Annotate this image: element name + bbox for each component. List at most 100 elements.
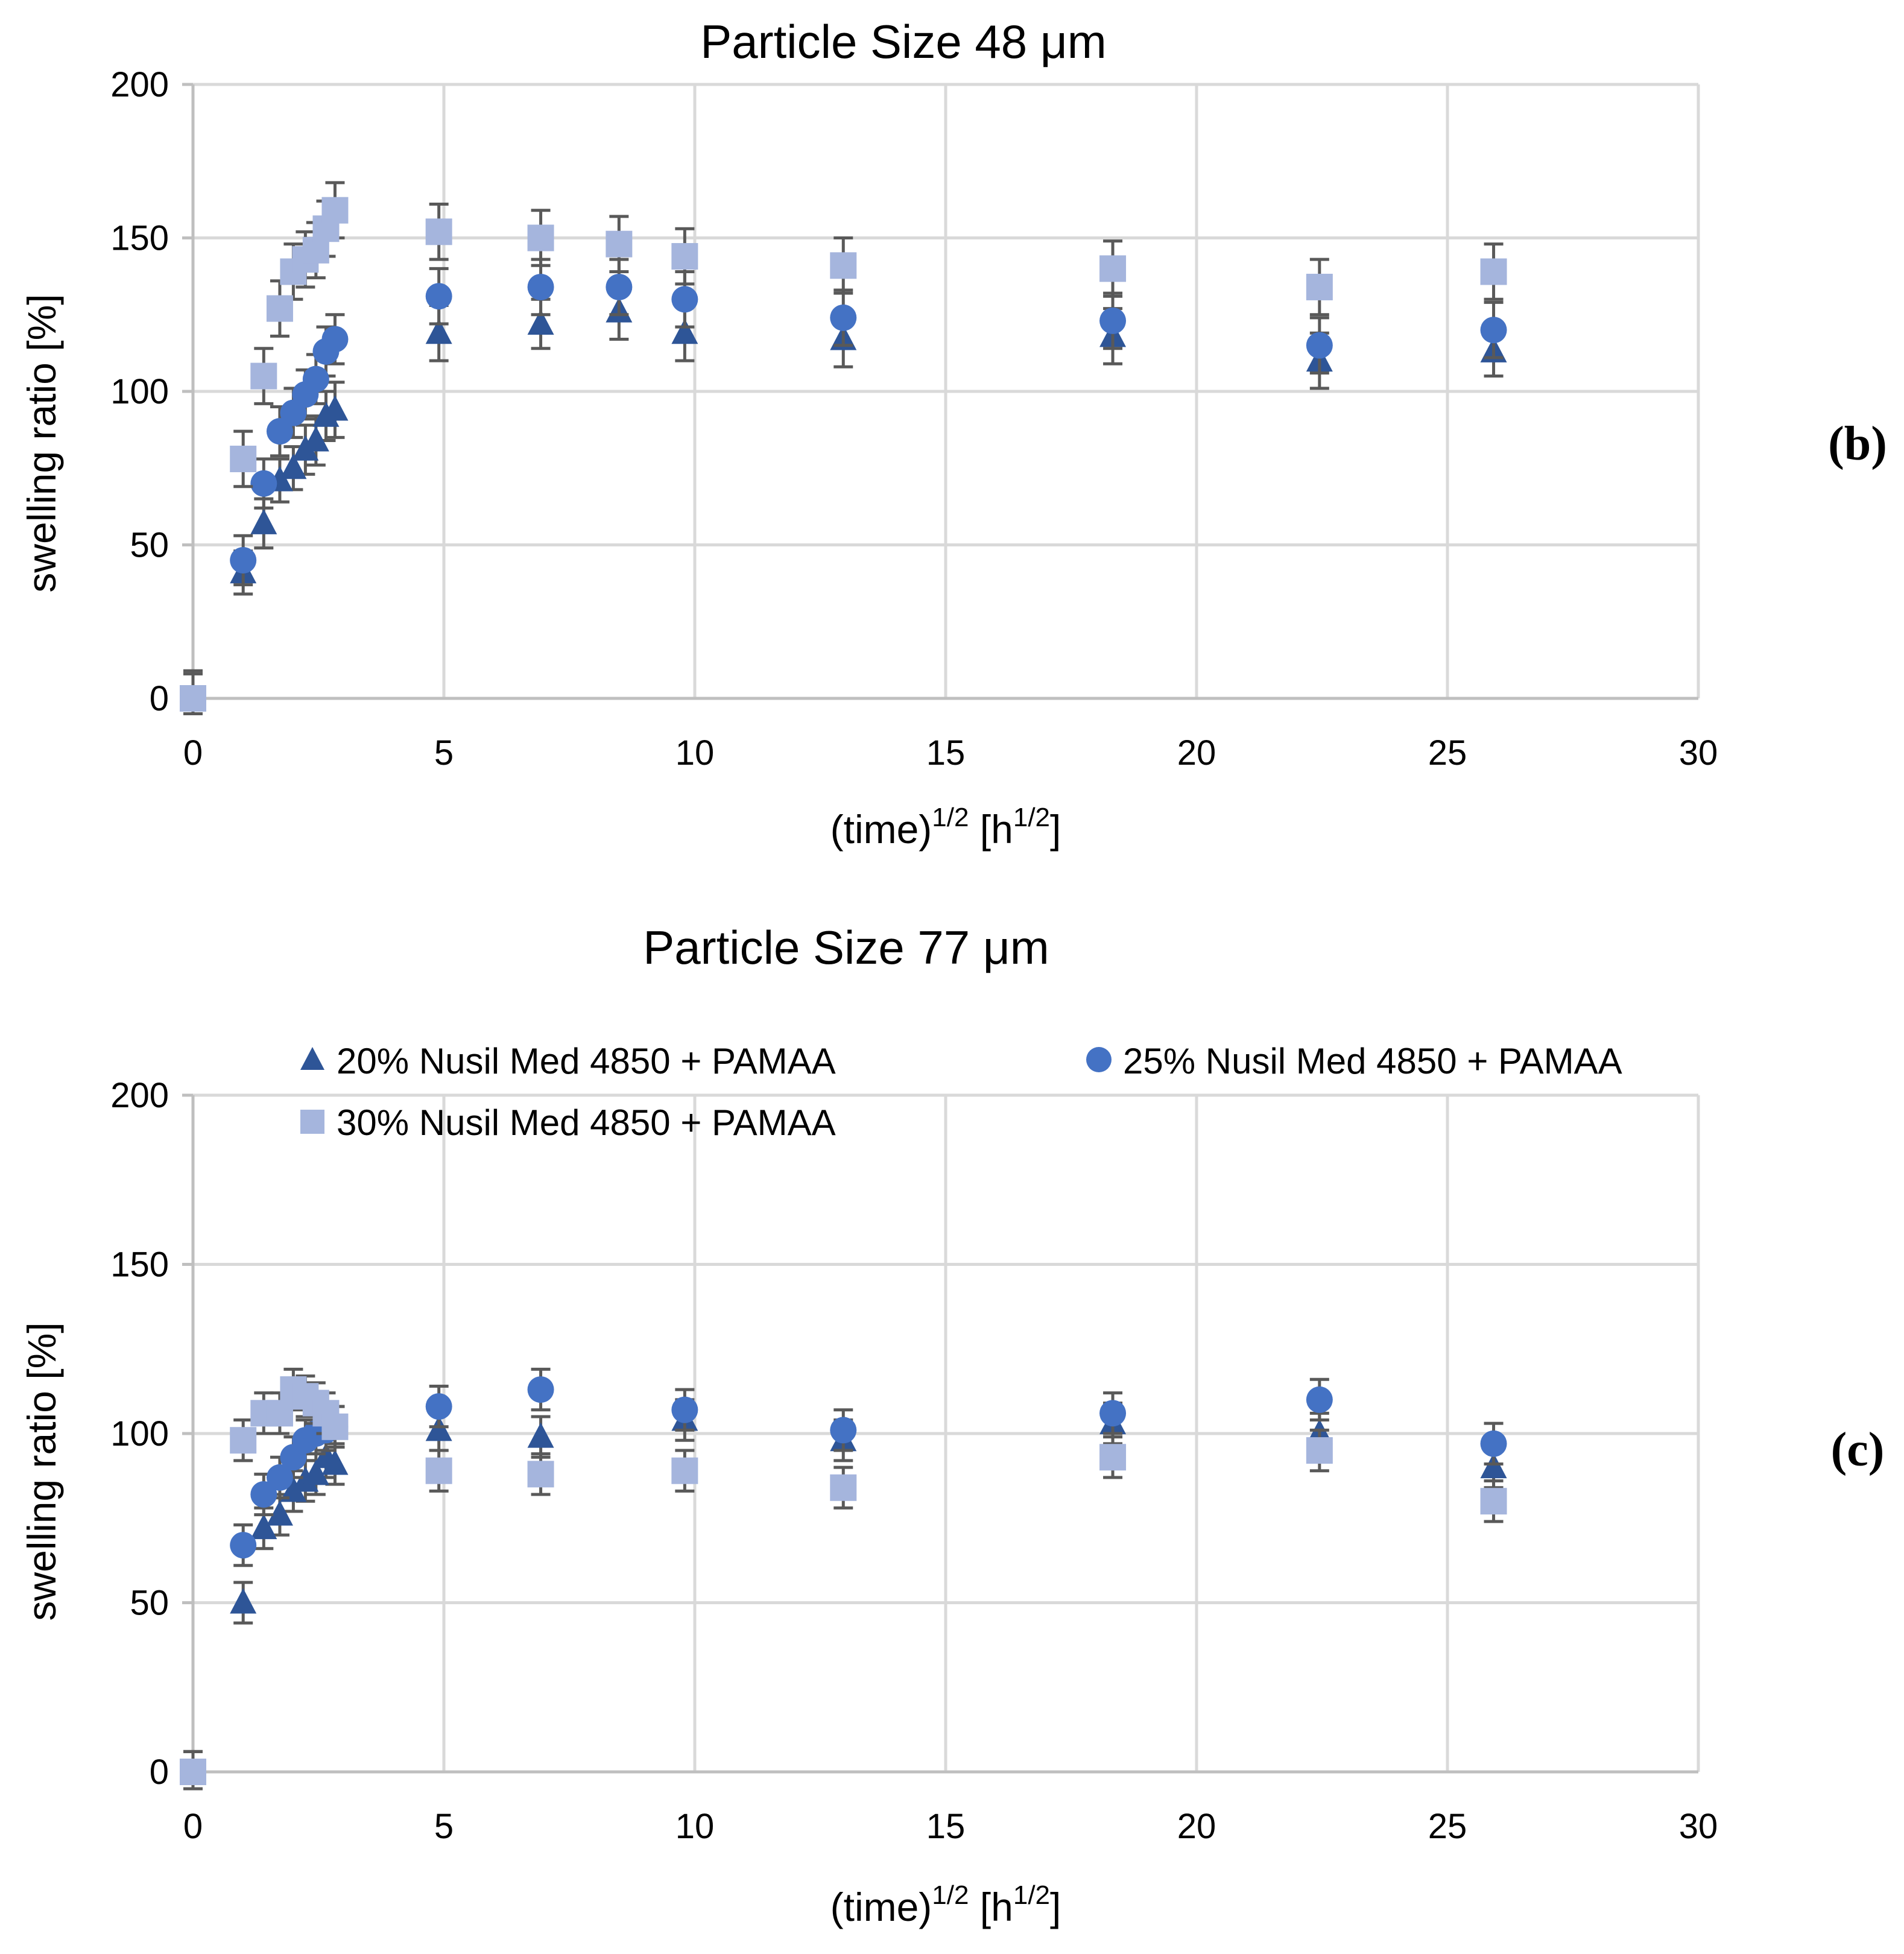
data-point-square (830, 1474, 857, 1501)
data-point-triangle (321, 1449, 349, 1475)
data-point-circle (1306, 332, 1333, 359)
data-point-triangle (302, 426, 329, 452)
data-point-circle (606, 273, 633, 300)
data-point-square (266, 295, 293, 322)
chart-b-x-axis-label: (time)1/2 [h1/2] (830, 803, 1061, 852)
y-tick-label: 100 (110, 1414, 169, 1453)
chart-c-x-axis-label: (time)1/2 [h1/2] (830, 1880, 1061, 1929)
legend-circle-marker (1086, 1047, 1112, 1072)
data-point-circle (425, 283, 452, 310)
data-point-square (1306, 273, 1333, 300)
chart-c-data (180, 1367, 1507, 1791)
legend-square-marker (300, 1110, 324, 1134)
x-tick-label: 30 (1679, 733, 1718, 773)
y-tick-label: 0 (150, 679, 169, 718)
data-point-circle (1480, 317, 1507, 344)
data-point-square (1099, 1444, 1127, 1471)
data-point-triangle (250, 508, 277, 534)
data-point-square (180, 685, 206, 712)
data-point-triangle (266, 1500, 293, 1526)
x-tick-label: 5 (434, 1807, 454, 1846)
x-tick-label: 15 (926, 1807, 966, 1846)
data-point-square (230, 1427, 257, 1454)
series-square (180, 1367, 1507, 1791)
x-tick-label: 0 (183, 1807, 203, 1846)
data-point-circle (266, 1464, 293, 1491)
data-point-circle (250, 470, 277, 497)
data-point-triangle (280, 1476, 307, 1502)
y-tick-label: 150 (110, 1245, 169, 1285)
data-point-square (266, 1400, 293, 1427)
data-point-square (180, 1759, 206, 1785)
data-point-square (527, 1461, 554, 1488)
data-point-circle (830, 1417, 857, 1444)
legend: 20% Nusil Med 4850 + PAMAA 25% Nusil Med… (300, 1041, 1622, 1143)
chart-b: Particle Size 48 μm 0 50 100 150 200 0 5 10 15 20… (19, 15, 1887, 852)
data-point-circle (671, 286, 698, 313)
data-point-circle (230, 546, 257, 574)
data-point-square (527, 224, 554, 251)
x-tick-label: 5 (434, 733, 454, 773)
data-point-circle (527, 1376, 554, 1403)
x-tick-label: 0 (183, 733, 203, 773)
data-point-triangle (292, 1466, 319, 1492)
x-tick-label: 20 (1177, 1807, 1216, 1846)
chart-c-grid (182, 1093, 1700, 1774)
data-point-triangle (280, 454, 307, 479)
data-point-square (425, 1457, 452, 1484)
data-point-triangle (425, 1415, 452, 1441)
data-point-square (1306, 1437, 1333, 1464)
x-tick-label: 25 (1428, 733, 1467, 773)
data-point-circle (302, 365, 329, 393)
data-point-circle (1480, 1430, 1507, 1457)
y-tick-label: 50 (130, 1584, 169, 1623)
data-point-circle (425, 1393, 452, 1420)
data-point-circle (527, 273, 554, 300)
legend-label-25: 25% Nusil Med 4850 + PAMAA (1123, 1041, 1622, 1081)
x-tick-label: 20 (1177, 733, 1216, 773)
data-point-triangle (527, 1422, 554, 1448)
data-point-triangle (671, 318, 698, 344)
data-point-circle (1306, 1386, 1333, 1413)
chart-b-tick-labels: 0 50 100 150 200 0 5 10 15 20 25 30 (110, 65, 1718, 773)
data-point-circle (266, 418, 293, 445)
legend-label-30: 30% Nusil Med 4850 + PAMAA (337, 1102, 836, 1143)
chart-c-panel-label: (c) (1831, 1423, 1885, 1476)
data-point-circle (1099, 307, 1127, 334)
data-point-square (671, 243, 698, 270)
x-tick-label: 10 (675, 1807, 715, 1846)
data-point-square (1480, 258, 1507, 285)
data-point-square (671, 1457, 698, 1484)
data-point-circle (671, 1396, 698, 1423)
data-point-square (250, 362, 277, 390)
x-tick-label: 25 (1428, 1807, 1467, 1846)
data-point-triangle (302, 1459, 329, 1485)
data-point-triangle (425, 318, 452, 344)
data-point-triangle (527, 309, 554, 335)
data-point-triangle (230, 1588, 257, 1614)
chart-c-title: Particle Size 77 μm (643, 921, 1049, 974)
chart-b-grid (182, 83, 1700, 700)
data-point-square (230, 445, 257, 472)
legend-triangle-marker (300, 1047, 324, 1070)
chart-b-y-axis-label: swelling ratio [%] (19, 294, 64, 592)
series-square (180, 181, 1507, 715)
chart-b-data (180, 181, 1507, 715)
chart-c-tick-labels: 0 50 100 150 200 0 5 10 15 20 25 30 (110, 1076, 1718, 1846)
data-point-triangle (321, 395, 349, 421)
series-circle (180, 258, 1507, 715)
data-point-circle (830, 304, 857, 331)
y-tick-label: 0 (150, 1753, 169, 1792)
data-point-circle (321, 326, 349, 353)
y-tick-label: 150 (110, 219, 169, 258)
x-tick-label: 15 (926, 733, 966, 773)
data-point-triangle (1480, 1453, 1507, 1479)
data-point-square (425, 218, 452, 245)
y-tick-label: 200 (110, 65, 169, 104)
data-point-circle (230, 1532, 257, 1559)
x-tick-label: 30 (1679, 1807, 1718, 1846)
chart-c: Particle Size 77 μm 0 50 100 150 200 0 5 10 15 20… (19, 921, 1884, 1929)
y-tick-label: 50 (130, 526, 169, 565)
chart-b-panel-label: (b) (1828, 417, 1887, 470)
